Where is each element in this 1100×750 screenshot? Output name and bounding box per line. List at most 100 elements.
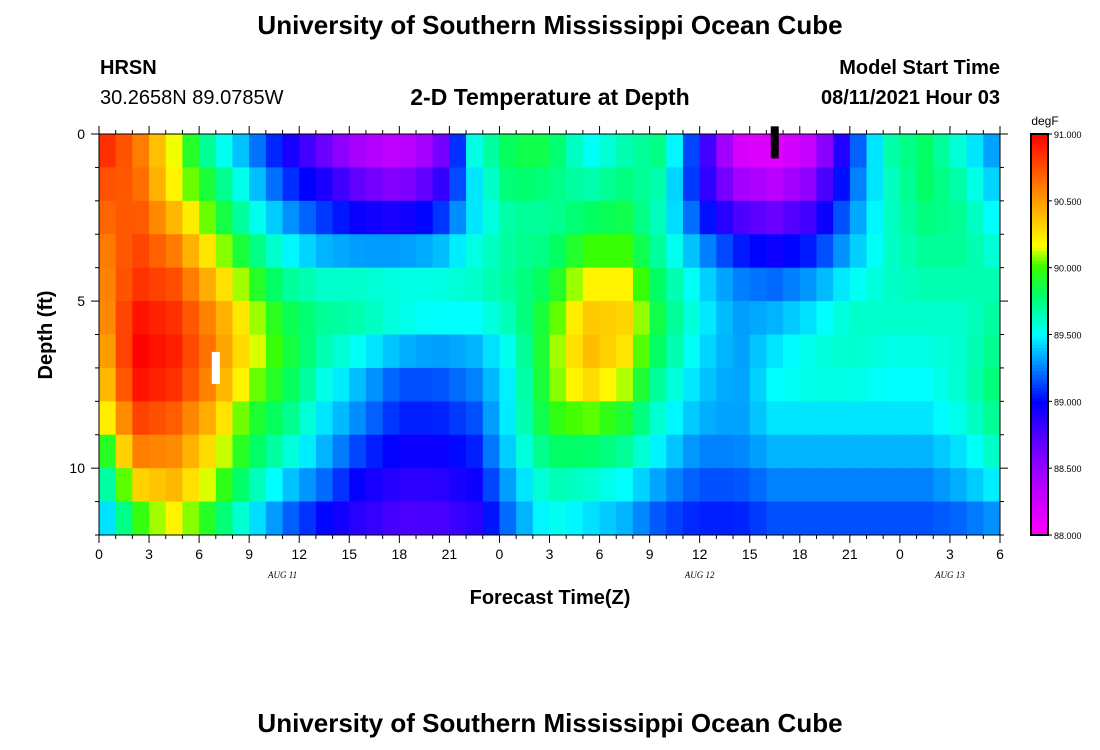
heatmap-cell xyxy=(466,167,484,202)
heatmap-cell xyxy=(866,434,884,469)
heatmap-cell xyxy=(416,167,434,202)
heatmap-cell xyxy=(299,401,317,436)
heatmap-cell xyxy=(816,234,834,269)
heatmap-cell xyxy=(249,267,267,302)
heatmap-cell xyxy=(599,200,617,235)
heatmap-cell xyxy=(332,434,350,469)
colorbar-segment xyxy=(1031,140,1048,145)
heatmap-cell xyxy=(616,434,634,469)
heatmap-cell xyxy=(499,434,517,469)
heatmap-cell xyxy=(315,501,334,535)
heatmap-cell xyxy=(649,468,667,503)
colorbar-segment xyxy=(1031,448,1048,453)
heatmap-cell xyxy=(199,200,217,235)
colorbar-segment xyxy=(1031,491,1048,496)
heatmap-cell xyxy=(582,501,601,535)
heatmap-cell xyxy=(315,134,334,169)
colorbar-segment xyxy=(1031,418,1048,422)
heatmap-cell xyxy=(499,267,517,302)
x-axis-label: Forecast Time(Z) xyxy=(470,587,631,609)
heatmap-cell xyxy=(949,468,968,503)
heatmap-cell xyxy=(866,301,884,336)
colorbar-segment xyxy=(1031,397,1048,402)
plot-title: 2-D Temperature at Depth xyxy=(410,84,690,110)
heatmap-cell xyxy=(299,267,317,302)
heatmap-cell xyxy=(632,468,651,503)
heatmap-cell xyxy=(899,401,918,436)
colorbar-segment xyxy=(1031,177,1048,182)
heatmap-cell xyxy=(532,468,551,503)
heatmap-cell xyxy=(149,301,167,336)
colorbar-segment xyxy=(1031,327,1048,332)
heatmap-cell xyxy=(382,501,400,535)
heatmap-cell xyxy=(232,167,250,202)
colorbar-segment xyxy=(1031,374,1048,379)
heatmap-cell xyxy=(983,167,1000,202)
heatmap-cell xyxy=(532,134,551,169)
heatmap-cell xyxy=(799,401,818,436)
heatmap-cell xyxy=(532,301,551,336)
x-tick-label: 18 xyxy=(392,546,408,562)
heatmap-cell xyxy=(933,468,951,503)
heatmap-cell xyxy=(916,367,934,402)
heatmap-cell xyxy=(582,267,601,302)
heatmap-cell xyxy=(599,167,617,202)
heatmap-cell xyxy=(682,334,701,369)
heatmap-cell xyxy=(249,401,267,436)
heatmap-cell xyxy=(799,167,818,202)
heatmap-cell xyxy=(265,401,284,436)
heatmap-cell xyxy=(265,167,284,202)
heatmap-cell xyxy=(849,468,868,503)
colorbar-segment xyxy=(1031,194,1048,199)
heatmap-cell xyxy=(849,234,868,269)
heatmap-cell xyxy=(416,267,434,302)
heatmap-cell xyxy=(365,301,384,336)
heatmap-cell xyxy=(182,200,200,235)
colorbar-segment xyxy=(1031,204,1048,209)
heatmap-cell xyxy=(232,134,250,169)
heatmap-cell xyxy=(749,367,768,402)
heatmap-cell xyxy=(566,501,584,535)
heatmap-cells xyxy=(99,134,1000,535)
heatmap-cell xyxy=(816,434,834,469)
colorbar-segment xyxy=(1031,511,1048,516)
colorbar-segment xyxy=(1031,371,1048,376)
heatmap-cell xyxy=(933,334,951,369)
heatmap-cell xyxy=(265,501,284,535)
heatmap-cell xyxy=(499,401,517,436)
heatmap-cell xyxy=(299,468,317,503)
heatmap-cell xyxy=(516,501,534,535)
heatmap-cell xyxy=(766,468,784,503)
colorbar-segment xyxy=(1031,484,1048,489)
heatmap-cell xyxy=(716,134,734,169)
heatmap-cell xyxy=(349,167,367,202)
heatmap-cell xyxy=(916,468,934,503)
heatmap-cell xyxy=(365,167,384,202)
heatmap-cell xyxy=(449,401,467,436)
heatmap-cell xyxy=(699,234,717,269)
colorbar-segment xyxy=(1031,468,1048,473)
heatmap-cell xyxy=(799,200,818,235)
heatmap-cell xyxy=(282,301,300,336)
heatmap-cell xyxy=(499,501,517,535)
heatmap-cell xyxy=(466,200,484,235)
heatmap-cell xyxy=(682,234,701,269)
heatmap-cell xyxy=(916,134,934,169)
heatmap-cell xyxy=(749,334,768,369)
heatmap-cell xyxy=(449,501,467,535)
colorbar-segment xyxy=(1031,311,1048,316)
heatmap-cell xyxy=(165,167,184,202)
heatmap-cell xyxy=(966,234,984,269)
heatmap-cell xyxy=(149,501,167,535)
heatmap-cell xyxy=(632,334,651,369)
heatmap-cell xyxy=(432,334,450,369)
heatmap-cell xyxy=(666,267,684,302)
heatmap-cell xyxy=(716,367,734,402)
heatmap-cell xyxy=(682,468,701,503)
heatmap-cell xyxy=(449,267,467,302)
heatmap-cell xyxy=(432,234,450,269)
heatmap-cell xyxy=(449,468,467,503)
heatmap-cell xyxy=(866,334,884,369)
heatmap-cell xyxy=(449,334,467,369)
heatmap-cell xyxy=(482,167,501,202)
